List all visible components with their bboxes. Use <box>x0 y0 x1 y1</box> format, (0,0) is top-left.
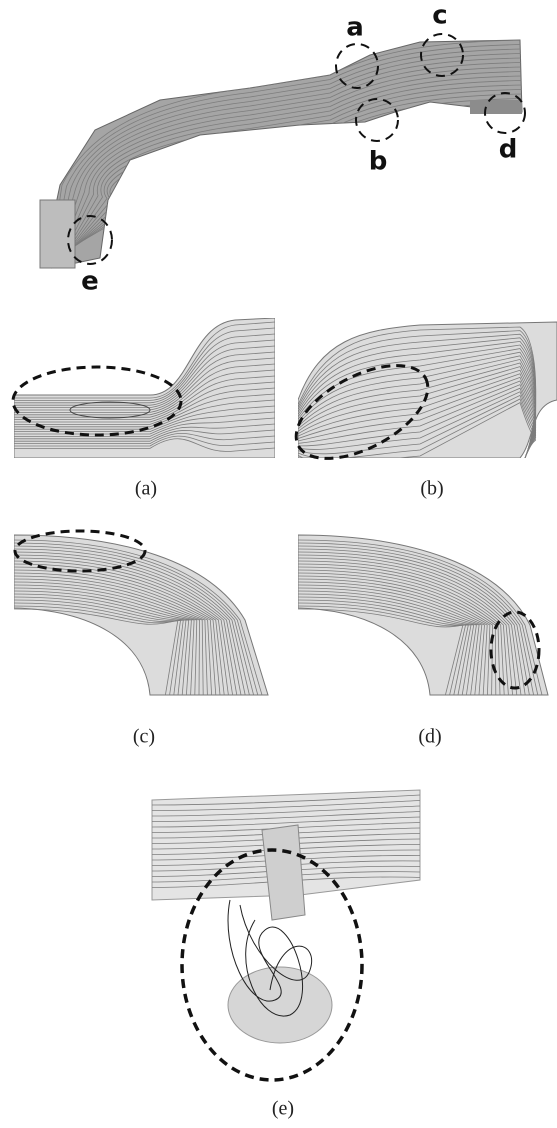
caption: (c) <box>133 726 155 748</box>
outlet-vanes <box>470 100 522 114</box>
chamber <box>228 967 332 1043</box>
overview-duct <box>40 40 522 268</box>
page: a b c d e (a) (b) (c) (d) (e) (() = <box>0 0 557 1128</box>
label: c <box>432 1 447 31</box>
caption: (d) <box>418 726 441 748</box>
label: a <box>346 13 364 43</box>
inlet-block <box>40 200 75 268</box>
panel-e <box>152 790 420 1043</box>
collar <box>262 825 305 920</box>
flow-region <box>14 318 275 458</box>
panel-d <box>298 535 548 695</box>
caption: (a) <box>135 478 157 500</box>
caption: (b) <box>420 478 443 500</box>
caption: (e) <box>272 1098 294 1120</box>
label: b <box>369 147 388 177</box>
figure: a b c d e (a) (b) (c) (d) (e) <box>0 0 557 1128</box>
label: e <box>81 267 99 297</box>
panel-a <box>14 318 275 458</box>
label: d <box>499 135 518 165</box>
